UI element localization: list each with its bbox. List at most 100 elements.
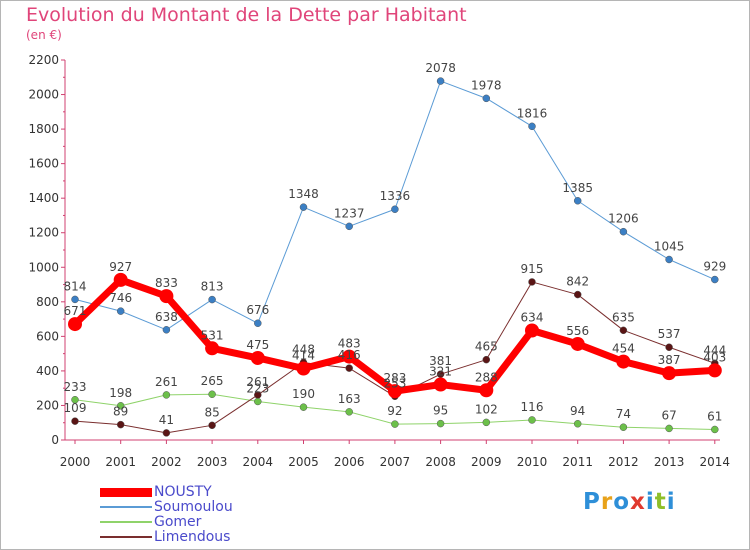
x-tick-label: 2000 bbox=[60, 455, 91, 469]
data-point-limendous bbox=[254, 391, 262, 399]
data-label-gomer: 95 bbox=[433, 404, 448, 418]
data-label-limendous: 109 bbox=[64, 401, 87, 415]
data-point-soumoulou bbox=[208, 295, 216, 304]
data-point-nousty bbox=[296, 361, 311, 376]
proxiti-logo: Proxiti bbox=[583, 489, 676, 515]
x-tick-label: 2010 bbox=[517, 455, 548, 469]
y-tick-label: 1000 bbox=[28, 260, 59, 274]
data-point-soumoulou bbox=[528, 122, 536, 131]
data-point-nousty bbox=[250, 350, 265, 365]
data-label-limendous: 253 bbox=[383, 376, 406, 390]
data-point-gomer bbox=[528, 416, 536, 424]
data-label-soumoulou: 1237 bbox=[334, 206, 365, 220]
data-point-gomer bbox=[711, 425, 719, 434]
data-point-soumoulou bbox=[162, 326, 171, 334]
y-tick-label: 2000 bbox=[28, 88, 59, 102]
legend-swatch bbox=[100, 487, 152, 497]
data-label-soumoulou: 1816 bbox=[517, 106, 548, 120]
data-label-gomer: 92 bbox=[387, 404, 402, 418]
x-tick-label: 2012 bbox=[608, 455, 639, 469]
x-tick-label: 2007 bbox=[380, 455, 411, 469]
data-label-gomer: 198 bbox=[109, 386, 132, 400]
data-label-soumoulou: 638 bbox=[155, 310, 178, 324]
data-label-soumoulou: 1385 bbox=[562, 181, 593, 195]
data-label-limendous: 85 bbox=[204, 405, 219, 419]
x-tick-label: 2001 bbox=[105, 455, 136, 469]
data-point-nousty bbox=[113, 272, 128, 287]
x-tick-label: 2002 bbox=[151, 455, 182, 469]
data-point-nousty bbox=[662, 366, 677, 381]
data-label-gomer: 261 bbox=[155, 375, 178, 389]
data-point-nousty bbox=[570, 336, 585, 351]
data-label-soumoulou: 814 bbox=[64, 279, 87, 293]
data-point-nousty bbox=[433, 377, 448, 392]
data-label-limendous: 381 bbox=[429, 354, 452, 368]
legend-item-limendous: Limendous bbox=[100, 529, 230, 545]
data-label-gomer: 94 bbox=[570, 404, 585, 418]
y-tick-label: 600 bbox=[36, 329, 59, 343]
data-point-gomer bbox=[162, 391, 171, 399]
data-point-soumoulou bbox=[665, 255, 673, 264]
data-point-nousty bbox=[479, 383, 494, 398]
data-point-nousty bbox=[159, 289, 174, 304]
data-label-nousty: 671 bbox=[64, 304, 87, 318]
data-point-limendous bbox=[345, 364, 353, 372]
data-label-soumoulou: 1978 bbox=[471, 78, 502, 92]
data-label-gomer: 116 bbox=[521, 400, 544, 414]
data-label-nousty: 556 bbox=[566, 324, 589, 338]
y-tick-label: 1200 bbox=[28, 226, 59, 240]
data-label-limendous: 89 bbox=[113, 405, 128, 419]
data-label-nousty: 414 bbox=[292, 348, 315, 362]
data-point-limendous bbox=[71, 417, 79, 425]
data-label-limendous: 537 bbox=[658, 327, 681, 341]
data-label-soumoulou: 1045 bbox=[654, 240, 685, 254]
data-point-soumoulou bbox=[71, 295, 79, 304]
data-point-soumoulou bbox=[711, 275, 719, 284]
data-label-limendous: 635 bbox=[612, 310, 635, 324]
data-point-soumoulou bbox=[345, 222, 353, 231]
data-point-gomer bbox=[116, 402, 125, 410]
x-tick-label: 2011 bbox=[562, 455, 593, 469]
data-point-gomer bbox=[573, 420, 582, 428]
data-label-gomer: 163 bbox=[338, 392, 361, 406]
data-point-soumoulou bbox=[299, 203, 308, 211]
data-label-limendous: 261 bbox=[246, 375, 269, 389]
data-label-soumoulou: 746 bbox=[109, 291, 132, 305]
data-label-limendous: 465 bbox=[475, 340, 498, 354]
data-label-soumoulou: 813 bbox=[201, 280, 224, 294]
data-point-gomer bbox=[71, 396, 79, 404]
legend-swatch bbox=[100, 536, 152, 538]
data-label-gomer: 74 bbox=[616, 407, 631, 421]
data-point-gomer bbox=[482, 418, 491, 427]
data-point-gomer bbox=[345, 408, 353, 416]
data-label-gomer: 67 bbox=[661, 408, 676, 422]
data-label-nousty: 634 bbox=[521, 310, 544, 324]
data-point-soumoulou bbox=[254, 319, 262, 327]
data-label-nousty: 283 bbox=[383, 371, 406, 385]
data-point-nousty bbox=[342, 349, 357, 364]
data-label-nousty: 927 bbox=[109, 260, 132, 274]
data-point-gomer bbox=[254, 397, 262, 406]
x-tick-label: 2014 bbox=[700, 455, 731, 469]
data-label-nousty: 387 bbox=[658, 353, 681, 367]
data-label-limendous: 915 bbox=[521, 262, 544, 276]
data-label-nousty: 321 bbox=[429, 365, 452, 379]
data-point-nousty bbox=[525, 323, 539, 338]
data-point-nousty bbox=[205, 341, 220, 356]
chart-title: Evolution du Montant de la Dette par Hab… bbox=[26, 4, 467, 26]
data-label-soumoulou: 1206 bbox=[608, 212, 639, 226]
data-point-nousty bbox=[616, 354, 631, 369]
data-label-soumoulou: 2078 bbox=[425, 61, 456, 75]
y-tick-label: 400 bbox=[36, 364, 59, 378]
data-label-nousty: 475 bbox=[246, 338, 269, 352]
y-tick-label: 800 bbox=[36, 295, 59, 309]
y-tick-label: 1800 bbox=[28, 122, 59, 136]
legend-label: Gomer bbox=[154, 514, 202, 530]
data-point-gomer bbox=[299, 403, 308, 411]
data-label-nousty: 288 bbox=[475, 370, 498, 384]
legend-item-soumoulou: Soumoulou bbox=[100, 499, 233, 515]
legend-item-nousty: NOUSTY bbox=[100, 484, 212, 500]
data-label-soumoulou: 676 bbox=[246, 303, 269, 317]
y-tick-label: 0 bbox=[51, 433, 59, 447]
